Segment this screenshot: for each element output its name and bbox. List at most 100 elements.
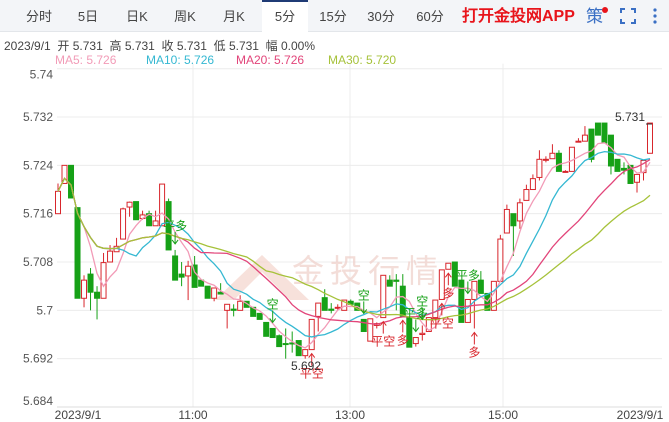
x-tick-label: 2023/9/1 [55,408,102,422]
candle-down [510,213,517,227]
tab-6[interactable]: 15分 [319,9,347,24]
signal-label: 平空 [430,316,454,330]
candle-up [120,208,127,240]
candle-down [614,158,621,172]
signal-arrow-down [412,327,420,333]
candle-up [334,306,341,309]
candle-up [549,152,556,160]
signal-label: 空 [416,294,428,308]
ma10-legend: MA10: 5.726 [146,53,215,67]
x-tick-label: 11:00 [178,408,207,422]
candle-up [81,279,88,299]
candle-up [445,262,452,270]
strategy-button[interactable]: 策 [586,7,603,26]
change-label: 幅 [265,39,278,53]
tab-7[interactable]: 30分 [367,9,395,24]
y-tick-label: 5.74 [30,68,54,82]
candle-down [555,152,562,172]
high-label: 高 [109,39,122,53]
signal-arrow-down [171,239,179,245]
tab-4[interactable]: 月K [223,9,245,24]
y-tick-label: 5.692 [23,352,53,366]
candle-down [217,291,224,295]
candle-down [87,273,94,293]
candle-down [588,128,595,160]
ma30-line [57,177,651,321]
candle-down [178,273,185,278]
candle-down [172,255,179,281]
y-tick-label: 5.7 [36,303,53,317]
candle-up [438,269,445,300]
close-label: 收 [161,39,174,53]
tab-8[interactable]: 60分 [416,9,444,24]
candle-up [464,298,471,323]
high-value: 5.731 [124,39,155,53]
signal-arrow-down [418,315,426,321]
ma10-line [57,150,651,338]
candle-up [562,170,569,173]
candle-down [204,285,211,299]
candle-up [315,302,322,317]
open-label: 开 [57,39,70,53]
min-price-label: 5.692 [291,359,321,373]
low-value: 5.731 [228,39,259,53]
tab-1[interactable]: 5日 [77,9,99,24]
candle-up [523,189,530,201]
watermark-text: 金投行情 [292,253,444,289]
candle-down [620,167,627,171]
signal-arrow-up [470,331,478,337]
notification-dot [602,7,608,13]
candle-up [159,183,166,227]
candle-up [516,202,523,222]
low-label: 低 [213,39,226,53]
ma30-legend: MA30: 5.720 [328,53,397,67]
tab-2[interactable]: 日K [126,9,148,24]
candle-down [94,291,101,299]
signal-label: 空 [267,297,279,311]
candle-down [243,300,250,308]
candle-up [341,299,348,311]
candle-up [237,300,244,311]
candle-up [367,318,374,342]
candle-up [185,265,192,277]
candle-up [211,287,218,299]
signal-label: 平多 [404,307,428,321]
ma20-line [57,159,651,326]
candle-up [55,190,61,215]
info-date: 2023/9/1 [4,39,51,53]
signal-arrow-down [269,318,277,324]
candle-down [594,122,601,136]
tab-3[interactable]: 周K [174,9,196,24]
tab-0[interactable]: 分时 [25,9,52,24]
signal-label: 平多 [163,219,187,233]
more-vertical-icon[interactable] [652,8,658,24]
tab-5[interactable]: 5分 [262,0,308,33]
open-app-link[interactable]: 打开金投网APP [462,8,575,25]
candle-down [360,318,367,332]
candle-down [276,335,283,348]
candle-up [380,274,387,319]
candle-up [581,134,588,142]
candle-up [633,173,640,183]
signal-label: 平多 [456,268,480,282]
candle-up [419,332,426,336]
fullscreen-icon[interactable] [620,8,636,24]
signal-label: 空 [358,288,370,302]
candle-down [230,308,237,311]
signal-arrow-up [438,302,446,308]
candle-up [529,178,536,191]
candle-down [386,279,393,287]
watermark-logo [215,255,309,300]
candle-up [542,158,549,161]
candle-down [256,312,263,320]
candle-up [308,318,315,351]
signal-label: 平空 [300,367,324,381]
signal-label: 多 [442,286,454,300]
candle-down [263,321,270,337]
open-value: 5.731 [72,39,103,53]
max-price-label: 5.731 [615,110,645,124]
candle-down [321,297,328,311]
candle-up [302,349,309,357]
candle-up [152,220,159,227]
